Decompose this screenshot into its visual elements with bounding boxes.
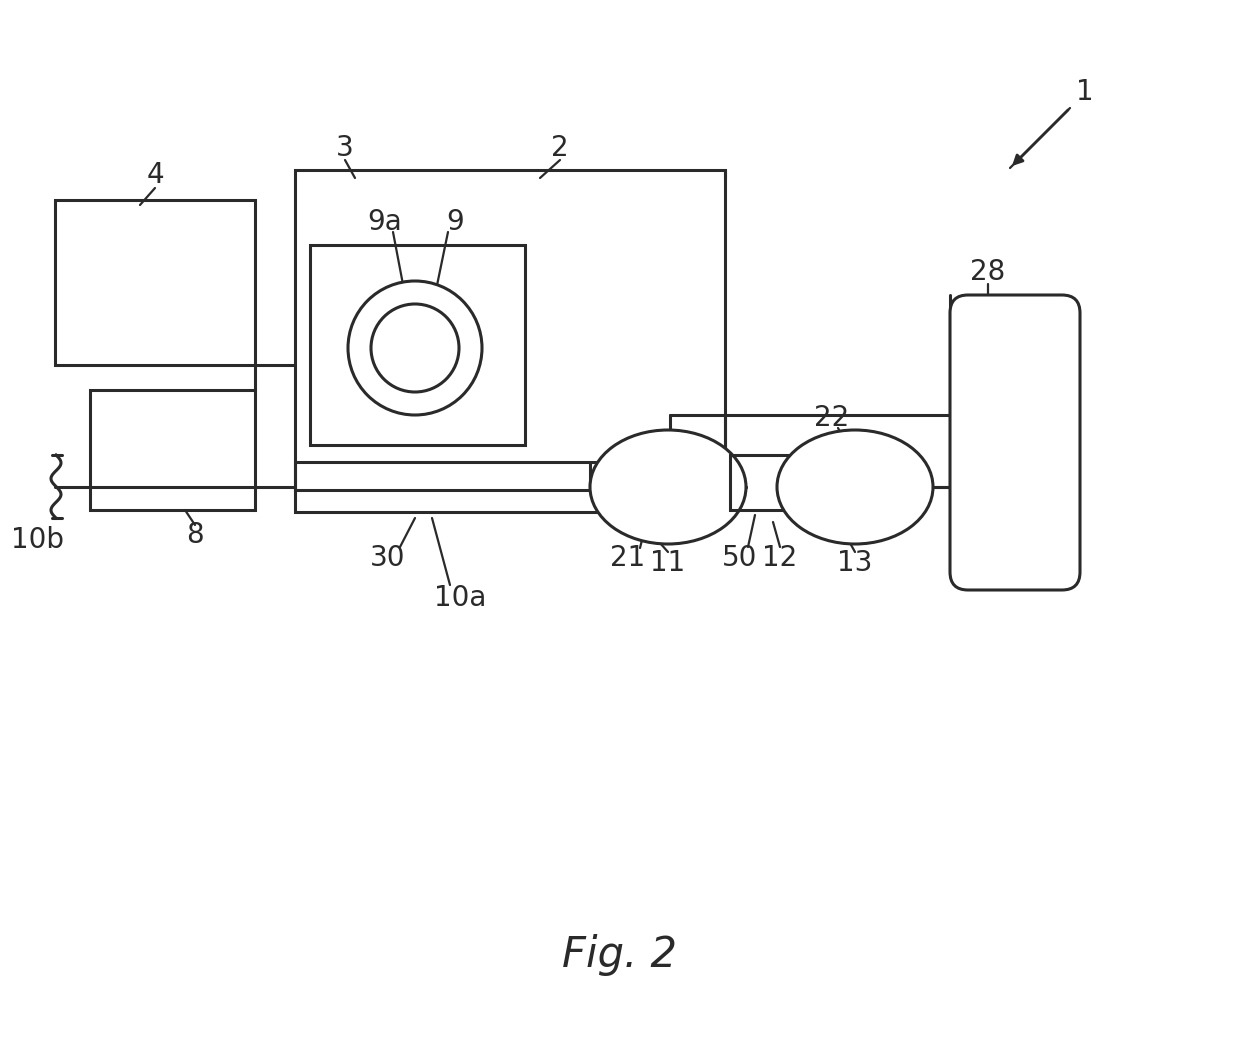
Bar	[730, 455, 795, 510]
Text: 12: 12	[763, 544, 797, 572]
Text: 3: 3	[336, 134, 353, 162]
Bar	[295, 462, 670, 512]
Ellipse shape	[777, 430, 932, 544]
Circle shape	[348, 281, 482, 415]
Text: 2: 2	[552, 134, 569, 162]
Text: 22: 22	[815, 404, 849, 432]
Text: 28: 28	[971, 258, 1006, 286]
Bar	[295, 170, 725, 490]
Text: 11: 11	[650, 549, 686, 577]
Text: 10b: 10b	[11, 526, 64, 554]
Text: 8: 8	[186, 521, 203, 549]
Text: 21: 21	[610, 544, 646, 572]
Ellipse shape	[590, 430, 746, 544]
Text: 30: 30	[371, 544, 405, 572]
Text: 50: 50	[723, 544, 758, 572]
Circle shape	[371, 304, 459, 392]
Bar	[55, 200, 255, 365]
Text: Fig. 2: Fig. 2	[563, 934, 677, 976]
FancyBboxPatch shape	[950, 295, 1080, 590]
Text: 4: 4	[146, 161, 164, 189]
Text: 9: 9	[446, 208, 464, 236]
Text: 1: 1	[1076, 78, 1094, 106]
Text: 9a: 9a	[367, 208, 402, 236]
Text: 13: 13	[837, 549, 873, 577]
Bar	[310, 245, 525, 445]
Bar	[91, 390, 255, 510]
Text: 10a: 10a	[434, 584, 486, 612]
